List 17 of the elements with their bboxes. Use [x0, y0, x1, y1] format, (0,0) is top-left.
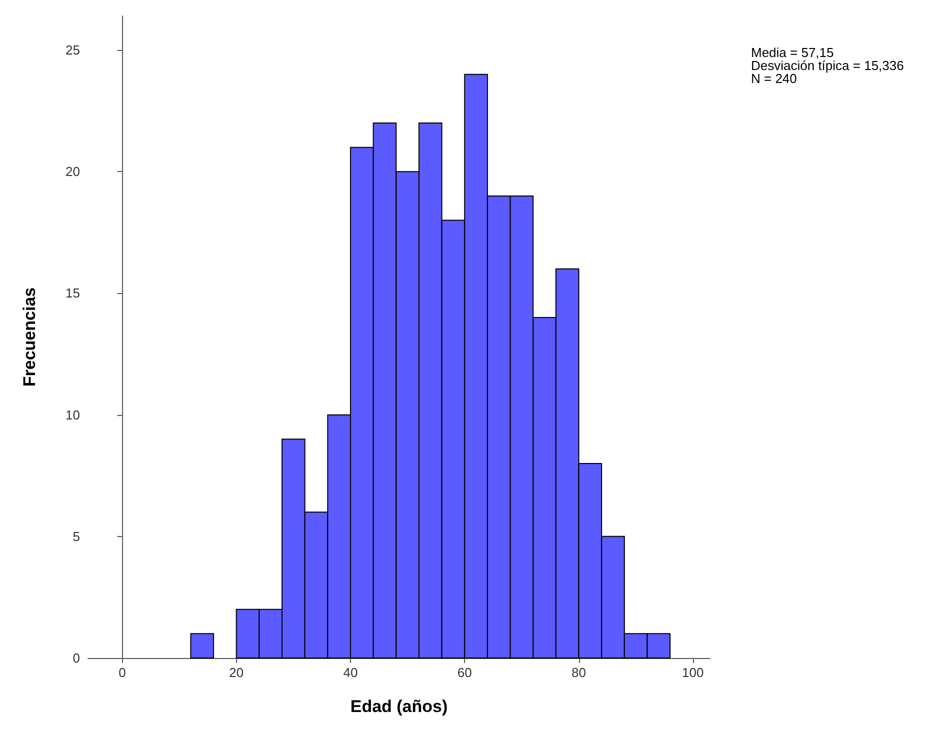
x-tick-label: 80	[572, 665, 586, 680]
y-axis-title: Frecuencias	[20, 287, 39, 387]
x-tick-label: 0	[118, 665, 126, 680]
x-tick-label: 20	[229, 665, 244, 680]
y-tick-label: 10	[66, 407, 80, 422]
y-tick-label: 25	[66, 42, 80, 58]
y-tick-label: 5	[72, 528, 80, 544]
x-axis-title: Edad (años)	[350, 697, 448, 716]
x-tick-label: 60	[457, 665, 472, 680]
text: Media = 57,15	[751, 45, 834, 60]
y-tick-label: 20	[66, 164, 80, 180]
x-tick-label: 40	[343, 665, 358, 680]
text: Desviación típica = 15,336	[751, 58, 904, 73]
y-tick-label: 15	[66, 286, 80, 301]
y-tick-label: 0	[72, 650, 80, 666]
text: N = 240	[751, 71, 797, 86]
x-tick-label: 100	[682, 665, 704, 680]
